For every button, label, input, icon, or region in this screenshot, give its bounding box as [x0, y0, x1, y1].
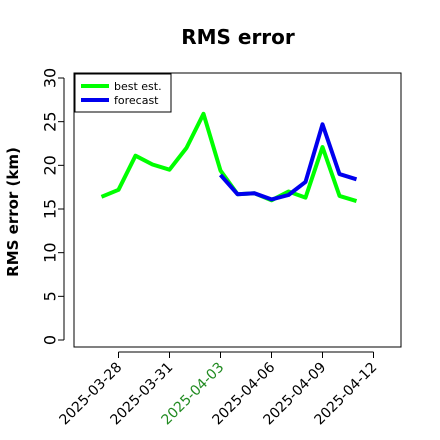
y-axis: 0 5 10 15 20 25 30 [41, 68, 65, 345]
series-line-forecast [218, 122, 358, 202]
y-tick-label: 15 [41, 199, 60, 219]
chart-title: RMS error [181, 25, 295, 49]
plot-frame [73, 72, 402, 348]
y-tick-label: 10 [41, 242, 60, 262]
y-tick-label: 30 [41, 68, 60, 88]
y-axis-label: RMS error (km) [4, 147, 22, 277]
legend-label-forecast: forecast [114, 94, 159, 107]
y-tick-label: 25 [41, 111, 60, 131]
series-layer [100, 111, 358, 204]
legend-label-best-est: best est. [114, 80, 162, 93]
y-tick-label: 20 [41, 155, 60, 175]
y-tick-label: 0 [41, 335, 60, 345]
legend: best est. forecast [74, 73, 172, 113]
series-line-best-est [100, 111, 358, 204]
x-axis: 2025-03-282025-03-312025-04-032025-04-06… [56, 351, 380, 428]
legend-box [74, 73, 172, 113]
y-tick-label: 5 [41, 291, 60, 301]
